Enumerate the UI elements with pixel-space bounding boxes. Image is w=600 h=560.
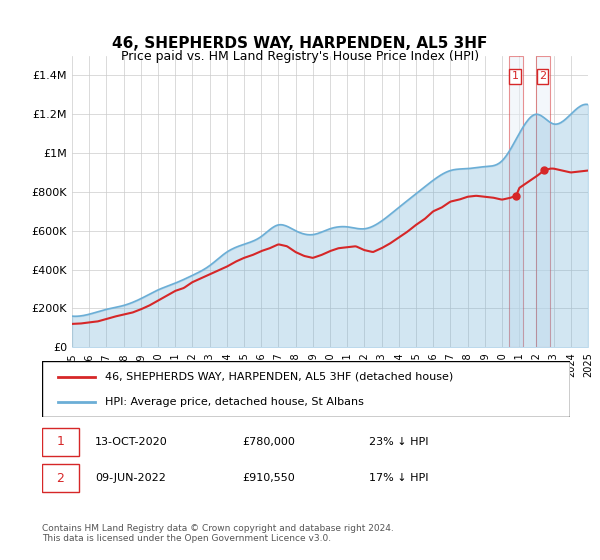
Bar bbox=[42, 464, 79, 492]
Bar bbox=[42, 428, 79, 456]
Text: Price paid vs. HM Land Registry's House Price Index (HPI): Price paid vs. HM Land Registry's House … bbox=[121, 50, 479, 63]
Text: 2: 2 bbox=[56, 472, 64, 485]
Text: Contains HM Land Registry data © Crown copyright and database right 2024.
This d: Contains HM Land Registry data © Crown c… bbox=[42, 524, 394, 543]
Text: 1: 1 bbox=[511, 71, 518, 81]
Text: £780,000: £780,000 bbox=[242, 437, 296, 447]
Text: HPI: Average price, detached house, St Albans: HPI: Average price, detached house, St A… bbox=[106, 396, 364, 407]
Bar bbox=[509, 56, 523, 347]
Text: 2: 2 bbox=[539, 71, 546, 81]
Text: 09-JUN-2022: 09-JUN-2022 bbox=[95, 473, 166, 483]
Text: 46, SHEPHERDS WAY, HARPENDEN, AL5 3HF: 46, SHEPHERDS WAY, HARPENDEN, AL5 3HF bbox=[112, 36, 488, 52]
Text: 1: 1 bbox=[56, 435, 64, 449]
Text: 17% ↓ HPI: 17% ↓ HPI bbox=[370, 473, 429, 483]
Text: 23% ↓ HPI: 23% ↓ HPI bbox=[370, 437, 429, 447]
Text: 13-OCT-2020: 13-OCT-2020 bbox=[95, 437, 167, 447]
Text: £910,550: £910,550 bbox=[242, 473, 295, 483]
Text: 46, SHEPHERDS WAY, HARPENDEN, AL5 3HF (detached house): 46, SHEPHERDS WAY, HARPENDEN, AL5 3HF (d… bbox=[106, 372, 454, 382]
Bar bbox=[536, 56, 550, 347]
